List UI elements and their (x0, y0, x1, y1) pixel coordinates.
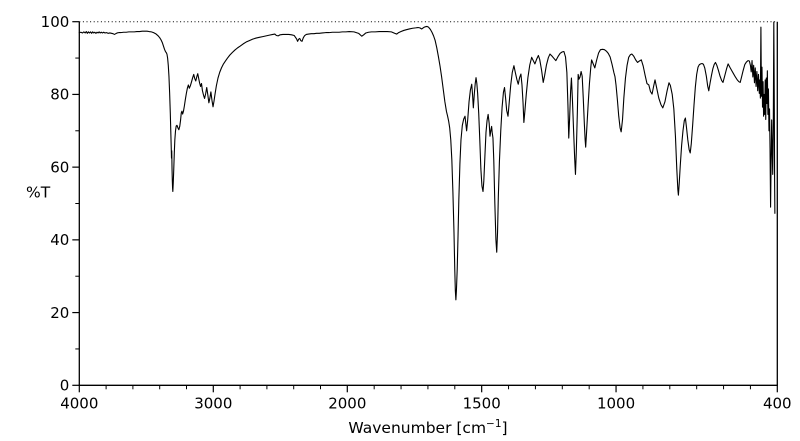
y-tick-label: 0 (60, 377, 70, 395)
x-tick-label: 1000 (597, 394, 635, 412)
x-axis-ticks (78, 385, 778, 393)
y-tick-label: 20 (50, 304, 69, 322)
y-tick-label: 60 (50, 158, 69, 176)
y-axis-tick-labels: 0 20 40 60 80 100 (41, 13, 70, 395)
plot-frame (78, 21, 778, 386)
x-axis-tick-labels: 4000 3000 2000 1500 1000 400 (60, 394, 791, 412)
x-axis-label: Wavenumber [cm−1] (348, 418, 507, 437)
y-tick-label: 80 (50, 86, 69, 104)
x-tick-label: 2000 (328, 394, 366, 412)
x-tick-label: 4000 (60, 394, 98, 412)
y-tick-label: 40 (50, 231, 69, 249)
spectrum-line (78, 21, 776, 301)
y-axis-ticks (72, 21, 80, 386)
y-axis-label: %T (26, 184, 51, 202)
y-tick-label: 100 (41, 13, 70, 31)
x-tick-label: 3000 (194, 394, 232, 412)
x-tick-label: 1500 (463, 394, 501, 412)
x-tick-label: 400 (763, 394, 792, 412)
